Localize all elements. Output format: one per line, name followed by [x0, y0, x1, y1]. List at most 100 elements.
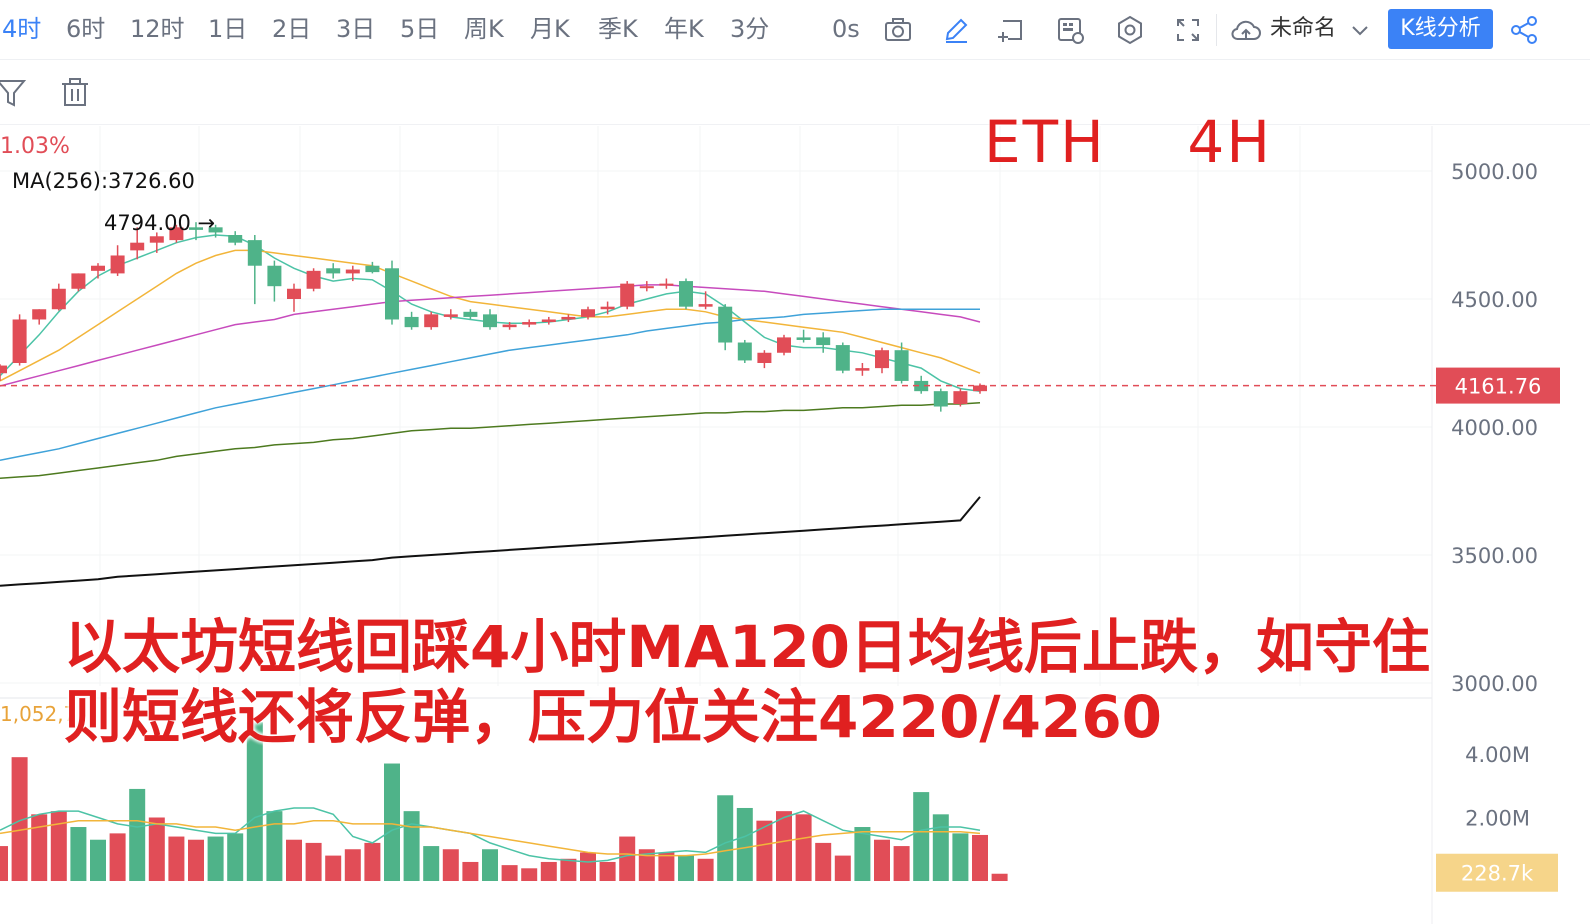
candle-body-33: [639, 286, 654, 289]
volume-bar-23: [442, 849, 459, 881]
volume-ma-line-1: [0, 819, 981, 857]
volume-bar-18: [344, 849, 361, 881]
candlestick-chart[interactable]: 5000.00 4500.00 4000.00 3500.00 3000.00 4.00M…: [0, 126, 1590, 924]
timeframe-tab-1[interactable]: 6时: [66, 15, 106, 43]
candle-body-22: [424, 314, 439, 328]
candle-body-42: [816, 337, 831, 346]
volume-bar-7: [129, 788, 146, 881]
candle-body-16: [306, 270, 321, 289]
volume-bar-2: [31, 814, 48, 881]
candle-body-8: [149, 236, 164, 243]
candle-body-36: [698, 304, 713, 307]
timeframe-tab-6[interactable]: 5日: [400, 15, 440, 43]
timeframe-tab-7[interactable]: 周K: [464, 15, 504, 43]
candle-body-1: [12, 319, 27, 363]
candle-body-50: [973, 385, 987, 392]
timeframe-tab-8[interactable]: 月K: [530, 15, 570, 43]
candle-body-41: [796, 337, 811, 340]
timeframe-tab-2[interactable]: 12时: [130, 15, 185, 43]
volume-bar-20: [384, 763, 400, 881]
timeframe-tab-0[interactable]: 4时: [2, 15, 42, 43]
chevron-down-icon[interactable]: [1342, 12, 1378, 48]
timeframe-tab-3[interactable]: 1日: [208, 15, 248, 43]
volume-bar-46: [893, 846, 910, 881]
candle-body-7: [130, 242, 145, 251]
k-line-analysis-button[interactable]: K线分析: [1388, 9, 1493, 49]
candle-body-21: [404, 316, 419, 328]
pencil-icon[interactable]: [938, 12, 974, 48]
candle-body-40: [777, 337, 791, 353]
candle-body-15: [287, 288, 301, 299]
timeframe-tab-5[interactable]: 3日: [336, 15, 376, 43]
volume-bar-34: [658, 852, 675, 881]
timeframe-tab-10[interactable]: 年K: [664, 15, 704, 43]
candle-body-18: [345, 269, 360, 274]
volume-bar-10: [188, 839, 204, 881]
annotation-text: 以太坊短线回踩4小时MA120日均线后止跌，如守住 则短线还将反弹，压力位关注4…: [64, 612, 1444, 752]
candle-body-27: [522, 322, 537, 325]
volume-bar-29: [560, 858, 577, 881]
annotation-line-2: 则短线还将反弹，压力位关注4220/4260: [64, 683, 1163, 751]
candle-body-39: [757, 352, 772, 363]
candle-body-5: [91, 265, 105, 271]
timeframe-tab-11[interactable]: 3分: [730, 15, 770, 43]
filter-icon[interactable]: [0, 75, 30, 111]
high-price-marker: 4794.00 →: [104, 211, 215, 235]
volume-bar-44: [854, 827, 871, 881]
volume-bar-11: [207, 836, 224, 881]
volume-bar-6: [109, 833, 126, 881]
volume-bar-13: [246, 722, 263, 881]
last-price-line: 4161.76 228.7k: [0, 367, 1560, 892]
layout-name[interactable]: 未命名: [1270, 16, 1337, 41]
trash-icon[interactable]: [57, 75, 93, 111]
volume-bar-12: [227, 833, 244, 881]
timeframe-tab-4[interactable]: 2日: [272, 15, 312, 43]
candle-body-44: [855, 368, 870, 371]
fullscreen-icon[interactable]: [1170, 12, 1206, 48]
settings-icon[interactable]: [1112, 12, 1148, 48]
last-volume-tag-bg: [1436, 853, 1558, 892]
candle-body-24: [463, 311, 478, 317]
candle-body-32: [620, 283, 635, 307]
ma-line-5: [0, 496, 981, 587]
chart-grid: [0, 126, 1433, 924]
ma-line-3: [0, 308, 980, 462]
volume-bar-19: [364, 842, 381, 881]
camera-icon[interactable]: [880, 12, 916, 48]
volume-bar-3: [50, 811, 67, 881]
candle-body-4: [71, 273, 86, 289]
volume-axis-label-0: 4.00M: [1465, 743, 1530, 767]
volume-bar-4: [70, 827, 87, 881]
volume-bar-40: [776, 811, 792, 881]
candle-body-10: [189, 227, 203, 230]
volume-bar-43: [834, 855, 851, 881]
candle-body-19: [365, 265, 380, 273]
volume-bar-16: [305, 842, 322, 881]
keyboard-icon[interactable]: [1052, 12, 1088, 48]
cloud-icon[interactable]: [1228, 12, 1264, 48]
volume-bar-50: [972, 834, 988, 881]
annotation-title: ETH 4H: [984, 108, 1272, 176]
candle-body-29: [561, 316, 576, 320]
volume-bar-27: [521, 868, 538, 881]
volume-bar-5: [90, 839, 106, 881]
volume-bar-42: [815, 842, 832, 881]
crop-icon[interactable]: [994, 12, 1030, 48]
candle-body-25: [483, 314, 497, 328]
volume-bar-36: [697, 858, 714, 881]
toolbar-divider: [1216, 14, 1217, 46]
volume-bar-39: [756, 820, 773, 881]
candle-body-31: [600, 306, 615, 310]
candle-body-45: [875, 350, 889, 369]
volume-bar-15: [286, 839, 302, 881]
last-volume-tag-label: 228.7k: [1461, 862, 1534, 886]
volume-bar-33: [638, 849, 655, 881]
candlestick-series: [0, 222, 987, 412]
timeframe-tab-9[interactable]: 季K: [598, 15, 638, 43]
candle-body-9: [169, 227, 184, 241]
share-icon[interactable]: [1506, 12, 1542, 48]
candle-body-49: [953, 391, 968, 404]
last-price-tag-label: 4161.76: [1455, 375, 1542, 399]
candle-body-13: [247, 240, 262, 266]
volume-bar-45: [874, 839, 890, 881]
